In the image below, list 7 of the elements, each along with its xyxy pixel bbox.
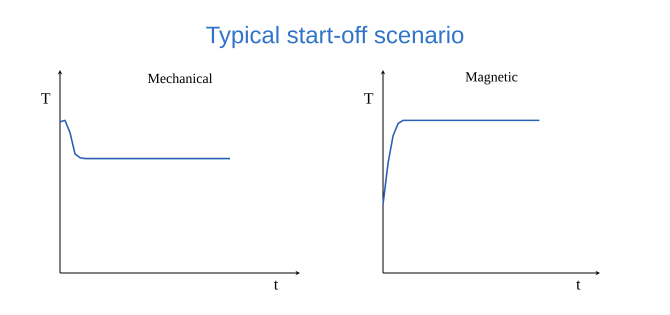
x-axis-title: t bbox=[576, 280, 580, 290]
chart-subtitle: Magnetic bbox=[466, 72, 518, 84]
x-axis-title: t bbox=[274, 280, 278, 290]
y-axis-title: T bbox=[41, 93, 50, 104]
chart-title: Typical start-off scenario bbox=[206, 26, 464, 48]
y-axis-title: T bbox=[364, 93, 374, 104]
chart-subtitle: Mechanical bbox=[148, 73, 212, 84]
